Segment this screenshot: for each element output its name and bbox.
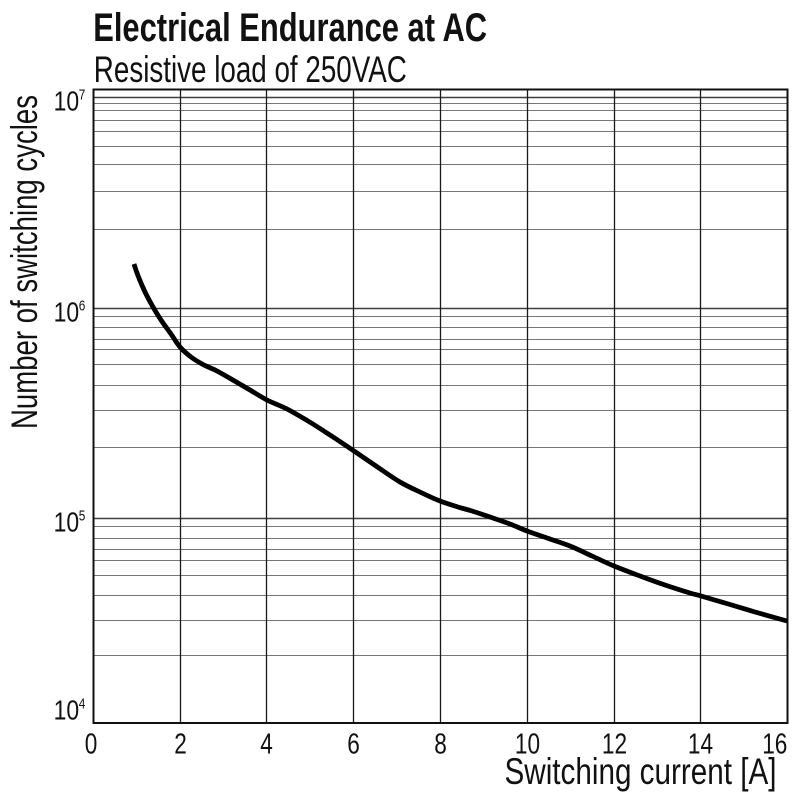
svg-text:14: 14 [688, 727, 713, 760]
svg-text:Resistive load of 250VAC: Resistive load of 250VAC [94, 48, 407, 90]
svg-text:10: 10 [54, 695, 80, 726]
svg-text:8: 8 [434, 727, 447, 760]
svg-text:7: 7 [79, 86, 86, 102]
svg-text:Number of switching cycles: Number of switching cycles [3, 95, 45, 429]
svg-text:6: 6 [79, 297, 86, 313]
svg-text:10: 10 [54, 507, 80, 538]
svg-text:10: 10 [515, 727, 540, 760]
svg-text:0: 0 [85, 727, 98, 760]
svg-text:6: 6 [347, 727, 360, 760]
svg-text:Switching current [A]: Switching current [A] [505, 750, 777, 792]
svg-text:10: 10 [54, 297, 80, 328]
svg-text:12: 12 [602, 727, 627, 760]
svg-text:Electrical Endurance at AC: Electrical Endurance at AC [93, 5, 487, 50]
svg-text:2: 2 [174, 727, 187, 760]
svg-text:4: 4 [79, 695, 86, 711]
svg-text:16: 16 [762, 727, 787, 760]
svg-text:5: 5 [79, 507, 86, 523]
svg-text:10: 10 [54, 86, 80, 117]
svg-text:4: 4 [260, 727, 273, 760]
